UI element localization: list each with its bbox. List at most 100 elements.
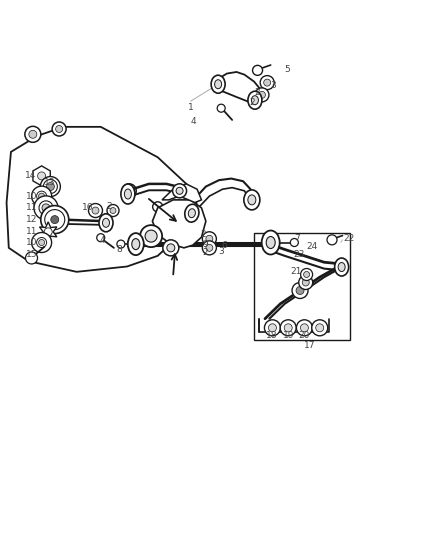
- Circle shape: [40, 176, 60, 197]
- Circle shape: [39, 239, 45, 246]
- Circle shape: [51, 215, 59, 224]
- Circle shape: [43, 180, 57, 193]
- Circle shape: [44, 228, 52, 236]
- Text: 22: 22: [344, 235, 355, 243]
- Circle shape: [202, 232, 216, 246]
- Circle shape: [206, 235, 213, 243]
- Circle shape: [292, 282, 308, 298]
- Circle shape: [268, 324, 276, 332]
- Text: 2: 2: [254, 88, 260, 96]
- Ellipse shape: [251, 96, 258, 104]
- Circle shape: [253, 66, 262, 75]
- Ellipse shape: [248, 91, 262, 109]
- Ellipse shape: [244, 190, 260, 210]
- Ellipse shape: [261, 230, 280, 255]
- Polygon shape: [214, 72, 261, 104]
- Circle shape: [45, 209, 65, 230]
- Circle shape: [110, 207, 116, 214]
- Ellipse shape: [185, 204, 199, 222]
- Text: 13: 13: [44, 178, 55, 187]
- Text: 1: 1: [188, 103, 194, 112]
- Ellipse shape: [248, 195, 256, 205]
- Circle shape: [217, 104, 225, 112]
- Circle shape: [327, 235, 337, 245]
- Circle shape: [29, 130, 37, 139]
- Circle shape: [107, 205, 119, 216]
- Text: 18: 18: [266, 332, 278, 340]
- Circle shape: [300, 269, 313, 280]
- Ellipse shape: [211, 75, 225, 93]
- Circle shape: [299, 276, 313, 289]
- Circle shape: [202, 241, 216, 255]
- Circle shape: [38, 172, 46, 180]
- Circle shape: [302, 279, 309, 286]
- Ellipse shape: [132, 239, 140, 249]
- Polygon shape: [39, 222, 57, 242]
- Circle shape: [46, 182, 54, 191]
- Ellipse shape: [128, 233, 144, 255]
- Circle shape: [153, 202, 162, 212]
- Circle shape: [145, 230, 157, 242]
- Text: 17: 17: [304, 341, 316, 350]
- Ellipse shape: [99, 214, 113, 232]
- Circle shape: [297, 320, 312, 336]
- Text: 8: 8: [116, 245, 122, 254]
- Ellipse shape: [215, 80, 222, 88]
- Text: 4: 4: [191, 117, 196, 126]
- Circle shape: [39, 193, 45, 199]
- Circle shape: [173, 184, 187, 198]
- Circle shape: [284, 324, 292, 332]
- Text: 3: 3: [218, 247, 224, 256]
- Text: 24: 24: [307, 242, 318, 251]
- Text: 23: 23: [293, 251, 305, 259]
- Text: 20: 20: [299, 332, 310, 340]
- Ellipse shape: [266, 237, 275, 248]
- Circle shape: [300, 324, 308, 332]
- Circle shape: [42, 204, 50, 212]
- Text: 2: 2: [106, 203, 112, 211]
- Polygon shape: [7, 127, 199, 272]
- Circle shape: [163, 240, 179, 256]
- Circle shape: [25, 126, 41, 142]
- Ellipse shape: [335, 258, 349, 276]
- Circle shape: [34, 196, 58, 220]
- Circle shape: [32, 232, 52, 253]
- Bar: [254, 233, 350, 340]
- Circle shape: [304, 271, 310, 278]
- Circle shape: [280, 320, 296, 336]
- Text: 10: 10: [26, 238, 38, 247]
- Text: 10: 10: [26, 192, 38, 200]
- Text: 5: 5: [284, 65, 290, 74]
- Ellipse shape: [188, 209, 195, 217]
- Circle shape: [41, 206, 69, 233]
- Circle shape: [39, 201, 53, 215]
- Text: 15: 15: [26, 251, 38, 259]
- Circle shape: [206, 244, 213, 252]
- Text: 3: 3: [270, 81, 276, 90]
- Circle shape: [117, 240, 125, 248]
- Text: 7: 7: [294, 235, 300, 243]
- Circle shape: [255, 88, 269, 102]
- Ellipse shape: [121, 184, 135, 204]
- Circle shape: [264, 79, 271, 86]
- Text: 4: 4: [100, 237, 106, 245]
- Circle shape: [25, 252, 38, 264]
- Ellipse shape: [338, 263, 345, 271]
- Text: 2: 2: [202, 248, 208, 256]
- Circle shape: [316, 324, 324, 332]
- Polygon shape: [152, 200, 206, 248]
- Ellipse shape: [102, 219, 110, 227]
- Text: 12: 12: [26, 215, 38, 224]
- Circle shape: [92, 207, 99, 214]
- Circle shape: [265, 320, 280, 336]
- Circle shape: [296, 286, 304, 295]
- Circle shape: [260, 76, 274, 90]
- Text: 2: 2: [250, 99, 255, 107]
- Circle shape: [32, 186, 52, 206]
- Circle shape: [167, 244, 175, 252]
- Circle shape: [312, 320, 328, 336]
- Circle shape: [56, 125, 63, 133]
- Circle shape: [37, 238, 46, 247]
- Ellipse shape: [124, 189, 131, 199]
- Text: 9: 9: [202, 240, 208, 248]
